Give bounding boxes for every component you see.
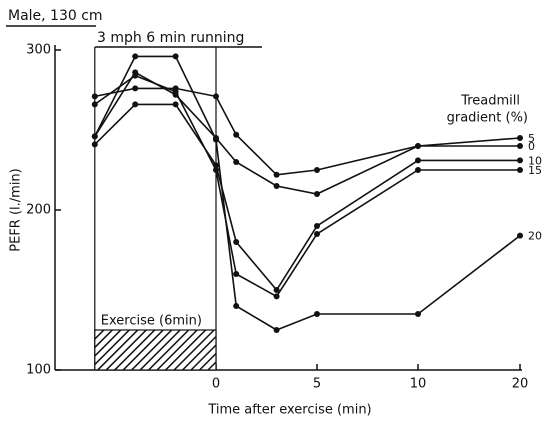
chart-subtitle: 3 mph 6 min running (97, 30, 244, 46)
data-point (172, 101, 179, 108)
data-point (132, 53, 139, 60)
exercise-label-bg (95, 312, 215, 329)
data-point (213, 136, 219, 143)
data-point (132, 85, 139, 92)
series-label: 5 (528, 132, 535, 145)
data-point (314, 191, 320, 197)
exercise-label: Exercise (6min) (101, 314, 202, 329)
data-point (273, 327, 280, 333)
legend-title: gradient (%) (447, 111, 528, 126)
series-line (94, 55, 521, 331)
data-point (132, 72, 139, 79)
data-point (172, 53, 179, 60)
data-point (517, 157, 523, 164)
data-point (172, 88, 179, 95)
x-tick-label: 5 (313, 377, 321, 392)
data-point (314, 231, 320, 237)
x-axis-label: Time after exercise (min) (207, 403, 371, 418)
data-point (91, 93, 98, 100)
data-point (517, 135, 523, 141)
data-point (213, 93, 219, 100)
data-point (132, 101, 139, 108)
data-point (517, 232, 523, 239)
series-line (94, 87, 520, 176)
data-point (273, 287, 280, 293)
data-point (517, 143, 523, 149)
y-tick-label: 300 (26, 43, 51, 58)
series-line (94, 103, 520, 292)
series-label: 0 (528, 140, 535, 153)
series-label: 15 (528, 164, 542, 177)
series-line (94, 71, 521, 195)
data-point (233, 131, 240, 138)
data-point (415, 167, 421, 173)
y-tick-label: 200 (26, 203, 51, 218)
data-point (273, 183, 280, 189)
data-point (233, 271, 240, 277)
x-tick-label: 0 (212, 377, 220, 392)
y-axis-label: PEFR (l./min) (9, 168, 24, 251)
data-point (233, 303, 240, 309)
data-point (233, 159, 240, 165)
data-point (415, 157, 421, 164)
series-line (94, 74, 520, 298)
legend-title: Treadmill (460, 94, 520, 109)
series-label: 10 (528, 154, 542, 167)
data-point (517, 167, 523, 173)
x-tick-label: 10 (410, 377, 427, 392)
data-point (415, 311, 421, 317)
x-tick-label: 20 (512, 377, 529, 392)
data-point (314, 167, 320, 173)
data-point (91, 101, 98, 108)
data-point (415, 143, 421, 149)
data-point (91, 133, 98, 140)
exercise-bar (94, 329, 217, 371)
data-point (273, 171, 280, 178)
data-point (213, 167, 219, 173)
chart-title: Male, 130 cm (8, 8, 103, 24)
y-tick-label: 100 (26, 363, 51, 378)
series-label: 20 (528, 230, 542, 243)
data-point (314, 311, 320, 317)
data-point (273, 293, 280, 300)
data-point (233, 239, 240, 245)
data-point (314, 223, 320, 229)
data-point (91, 141, 98, 148)
